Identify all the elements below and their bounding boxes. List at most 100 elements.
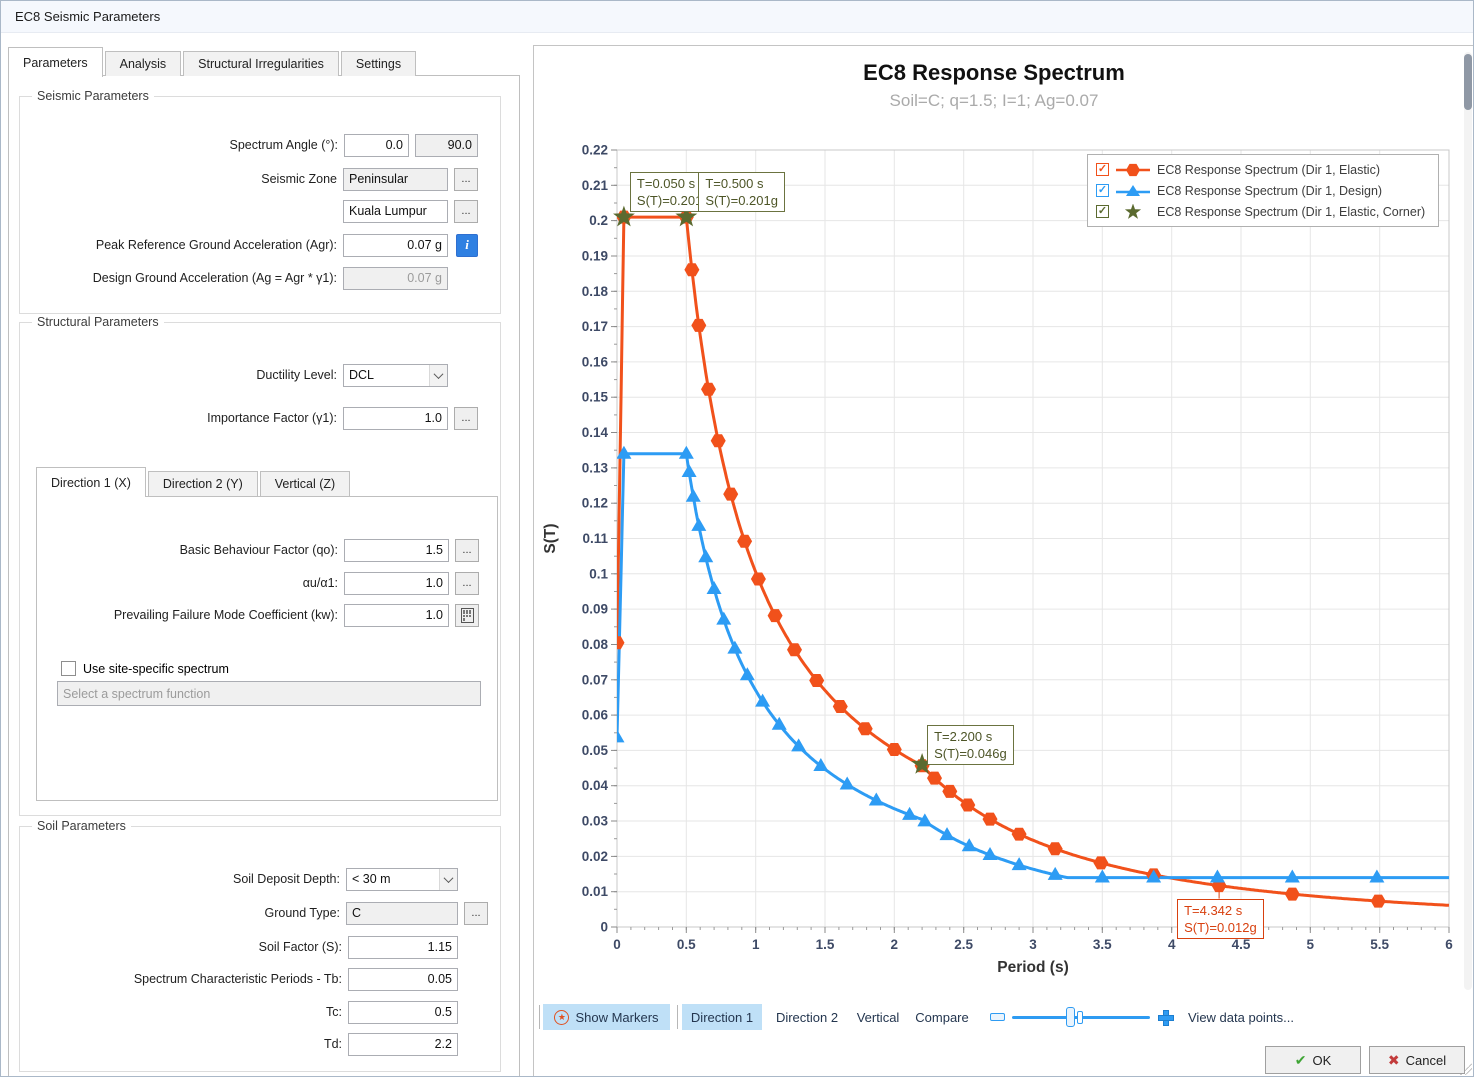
- svg-text:0.13: 0.13: [582, 460, 609, 475]
- soil-factor-input[interactable]: [348, 935, 458, 959]
- calculator-button[interactable]: [455, 603, 479, 627]
- tc-input[interactable]: [348, 1000, 458, 1024]
- svg-text:0.06: 0.06: [582, 708, 609, 723]
- show-markers-button[interactable]: ★ Show Markers: [543, 1004, 670, 1030]
- importance-factor-browse-button[interactable]: ...: [454, 406, 478, 430]
- view-data-points-button[interactable]: View data points...: [1188, 1009, 1294, 1025]
- main-tabstrip: Parameters Analysis Structural Irregular…: [8, 47, 418, 77]
- seismic-zone-city-browse-button[interactable]: ...: [454, 199, 478, 223]
- compare-button[interactable]: Compare: [915, 1009, 969, 1025]
- annotation-elastic-point: T=4.342 s S(T)=0.012g: [1177, 898, 1264, 939]
- tab-vertical[interactable]: Vertical (Z): [259, 471, 351, 496]
- window-title: EC8 Seismic Parameters: [15, 9, 161, 24]
- legend-row-corner[interactable]: ✓ EC8 Response Spectrum (Dir 1, Elastic,…: [1096, 201, 1430, 222]
- ag-input: [343, 266, 448, 290]
- site-specific-label: Use site-specific spectrum: [83, 661, 229, 676]
- kw-label: Prevailing Failure Mode Coefficient (kw)…: [113, 608, 338, 622]
- chevron-down-icon[interactable]: [429, 364, 447, 386]
- svg-text:3: 3: [1029, 937, 1037, 952]
- seismic-zone-city-input[interactable]: [343, 199, 448, 223]
- legend-checkbox-design[interactable]: ✓: [1096, 184, 1109, 197]
- agr-label: Peak Reference Ground Acceleration (Agr)…: [95, 238, 337, 252]
- chart-title: EC8 Response Spectrum: [863, 60, 1125, 85]
- zoom-slider-thumb-secondary[interactable]: [1077, 1011, 1083, 1024]
- soil-deposit-depth-dropdown[interactable]: < 30 m: [346, 867, 458, 891]
- ground-type-label: Ground Type:: [264, 906, 340, 920]
- check-icon: ✔: [1294, 1051, 1307, 1068]
- svg-text:0.5: 0.5: [677, 937, 696, 952]
- au-a1-input[interactable]: [344, 571, 449, 595]
- tab-direction-2[interactable]: Direction 2 (Y): [147, 471, 258, 496]
- legend-label: EC8 Response Spectrum (Dir 1, Elastic): [1157, 162, 1380, 177]
- ground-type-browse-button[interactable]: ...: [464, 901, 488, 925]
- agr-input[interactable]: [343, 233, 448, 257]
- tc-label: Tc:: [326, 1005, 342, 1019]
- direction-1-button[interactable]: Direction 1: [682, 1004, 762, 1030]
- tab-settings[interactable]: Settings: [340, 51, 417, 76]
- qo-label: Basic Behaviour Factor (qo):: [179, 543, 338, 557]
- parameters-panel: Parameters Analysis Structural Irregular…: [6, 45, 522, 1076]
- svg-text:0.16: 0.16: [582, 354, 609, 369]
- qo-browse-button[interactable]: ...: [455, 538, 479, 562]
- scrollbar-thumb[interactable]: [1464, 54, 1472, 110]
- info-icon[interactable]: i: [456, 233, 478, 257]
- seismic-zone-label: Seismic Zone: [261, 172, 337, 186]
- legend-row-elastic[interactable]: ✓ EC8 Response Spectrum (Dir 1, Elastic): [1096, 159, 1430, 180]
- zoom-out-icon[interactable]: [990, 1013, 1005, 1021]
- zoom-slider-thumb[interactable]: [1066, 1007, 1075, 1027]
- ductility-level-dropdown[interactable]: DCL: [343, 363, 448, 387]
- tab-structural-irregularities[interactable]: Structural Irregularities: [183, 51, 339, 76]
- cancel-button[interactable]: ✖ Cancel: [1369, 1046, 1465, 1074]
- svg-text:0.12: 0.12: [582, 496, 608, 511]
- svg-text:0: 0: [613, 937, 621, 952]
- td-input[interactable]: [348, 1032, 458, 1056]
- annotation-corner-tc: T=0.500 s S(T)=0.201g: [698, 172, 785, 213]
- structural-parameters-group: Structural Parameters Ductility Level: D…: [19, 315, 501, 816]
- tab-analysis[interactable]: Analysis: [104, 51, 182, 76]
- tab-parameters[interactable]: Parameters: [8, 47, 103, 77]
- svg-text:4: 4: [1168, 937, 1176, 952]
- svg-text:0.14: 0.14: [582, 425, 609, 440]
- svg-text:Period (s): Period (s): [997, 959, 1068, 976]
- vertical-button[interactable]: Vertical: [856, 1009, 900, 1025]
- ok-button[interactable]: ✔ OK: [1265, 1046, 1361, 1074]
- chart-toolbar: ★ Show Markers Direction 1 Direction 2 V…: [534, 1002, 1473, 1032]
- au-a1-browse-button[interactable]: ...: [455, 571, 479, 595]
- svg-text:0.03: 0.03: [582, 814, 609, 829]
- spectrum-angle-input[interactable]: [344, 133, 409, 157]
- svg-text:S(T): S(T): [542, 523, 559, 553]
- legend-row-design[interactable]: ✓ EC8 Response Spectrum (Dir 1, Design): [1096, 180, 1430, 201]
- svg-text:0.09: 0.09: [582, 602, 608, 617]
- calculator-icon: [460, 607, 474, 623]
- chevron-down-icon[interactable]: [439, 868, 457, 890]
- soil-deposit-depth-value: < 30 m: [352, 872, 391, 886]
- soil-parameters-group-label: Soil Parameters: [32, 819, 131, 833]
- direction-2-button[interactable]: Direction 2: [775, 1009, 839, 1025]
- zoom-in-icon[interactable]: [1158, 1010, 1174, 1026]
- site-specific-checkbox[interactable]: [61, 661, 76, 676]
- seismic-zone-input: [343, 167, 448, 191]
- svg-text:0.22: 0.22: [582, 143, 608, 158]
- direction-1-tab-page: Basic Behaviour Factor (qo): ... αu/α1: …: [36, 496, 498, 801]
- tab-direction-1[interactable]: Direction 1 (X): [36, 467, 146, 497]
- seismic-zone-browse-button[interactable]: ...: [454, 167, 478, 191]
- svg-text:0.02: 0.02: [582, 849, 608, 864]
- structural-parameters-group-label: Structural Parameters: [32, 315, 164, 329]
- importance-factor-input[interactable]: [343, 406, 448, 430]
- legend-checkbox-corner[interactable]: ✓: [1096, 205, 1109, 218]
- titlebar: EC8 Seismic Parameters: [1, 1, 1473, 33]
- svg-text:5.5: 5.5: [1370, 937, 1389, 952]
- vertical-scrollbar[interactable]: [1464, 52, 1472, 990]
- star-marker-icon: [1124, 203, 1142, 219]
- svg-text:4.5: 4.5: [1232, 937, 1251, 952]
- ag-label: Design Ground Acceleration (Ag = Agr * γ…: [92, 271, 337, 285]
- kw-input[interactable]: [344, 603, 449, 627]
- soil-factor-label: Soil Factor (S):: [258, 940, 342, 954]
- legend-checkbox-elastic[interactable]: ✓: [1096, 163, 1109, 176]
- svg-text:0.19: 0.19: [582, 249, 608, 264]
- spectrum-angle-2-input: [415, 133, 478, 157]
- tb-input[interactable]: [348, 967, 458, 991]
- qo-input[interactable]: [344, 538, 449, 562]
- tb-label: Spectrum Characteristic Periods - Tb:: [133, 972, 342, 986]
- chart-subtitle: Soil=C; q=1.5; I=1; Ag=0.07: [889, 91, 1099, 110]
